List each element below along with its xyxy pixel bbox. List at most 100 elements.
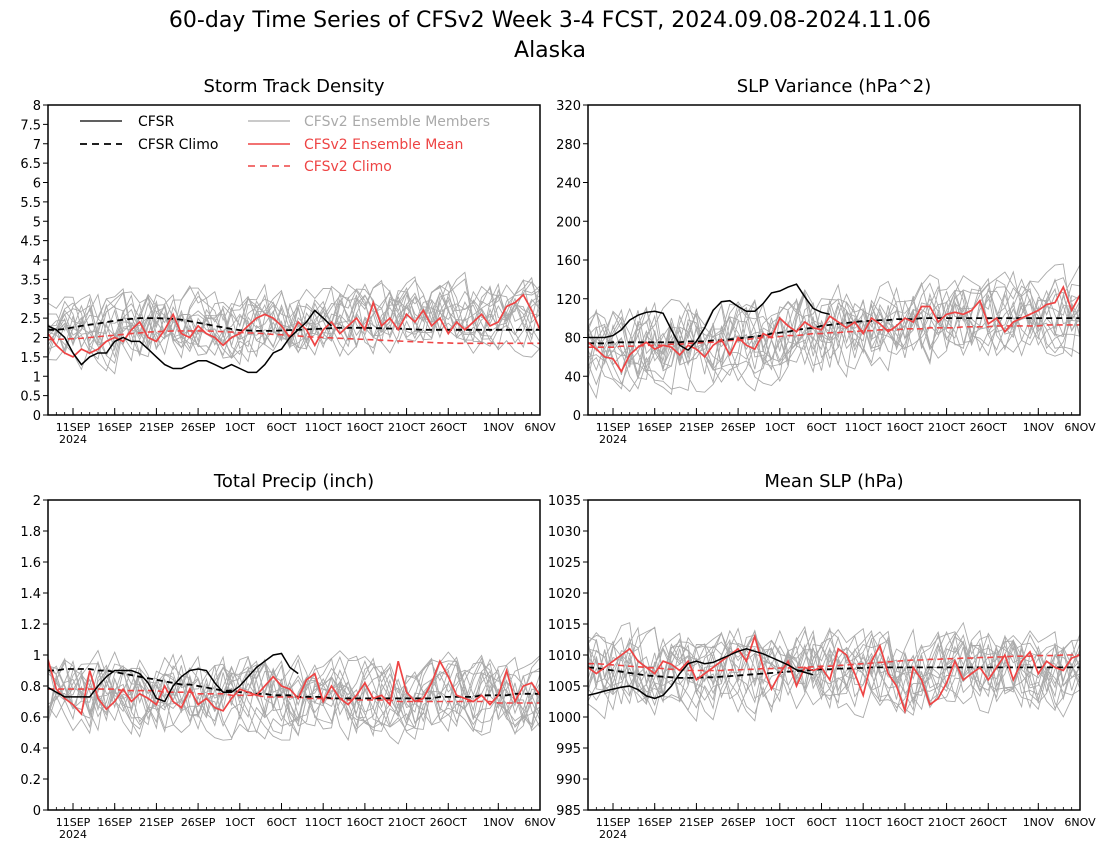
x-tick-label: 1NOV <box>483 421 515 434</box>
x-tick-label: 1OCT <box>225 816 255 829</box>
y-tick-label: 1010 <box>548 649 581 664</box>
y-tick-label: 1020 <box>548 587 581 602</box>
plot-area <box>588 263 1080 400</box>
y-tick-label: 40 <box>564 370 581 385</box>
ensemble-member-line <box>588 287 1080 382</box>
ensemble-member-line <box>48 281 540 348</box>
panels: Storm Track Density 0 0.5 1 1.5 2 2.5 3 3.5 4 4.5 5… <box>20 76 1096 841</box>
x-tick-label: 26SEP <box>721 421 756 434</box>
ensemble-member-line <box>588 263 1080 379</box>
x-tick-label: 11OCT <box>845 421 882 434</box>
y-tick-label: 1015 <box>548 618 581 633</box>
x-tick-label: 16OCT <box>886 421 923 434</box>
y-tick-label: 4 <box>33 254 41 269</box>
y-tick-label: 1000 <box>548 711 581 726</box>
figure-title: 60-day Time Series of CFSv2 Week 3-4 FCS… <box>169 8 931 33</box>
ensemble-member-line <box>588 625 1080 722</box>
ensemble-member-line <box>588 631 1080 709</box>
y-tick-label: 0.4 <box>20 742 41 757</box>
x-tick-label: 6NOV <box>1064 816 1096 829</box>
legend-cfsr-climo-label: CFSR Climo <box>138 137 218 153</box>
legend-members-label: CFSv2 Ensemble Members <box>304 114 490 130</box>
series-cfsr <box>48 652 299 703</box>
ensemble-member-line <box>48 655 540 741</box>
y-tick-label: 985 <box>556 804 581 819</box>
series-cfsv2-ensemble-mean <box>588 285 1080 374</box>
y-tick-label: 0 <box>573 409 581 424</box>
y-tick-label: 1.2 <box>20 618 41 633</box>
y-tick-label: 1.4 <box>20 587 41 602</box>
ensemble-member-line <box>48 659 540 737</box>
y-tick-label: 1005 <box>548 680 581 695</box>
y-tick-label: 0.2 <box>20 773 41 788</box>
ensemble-member-line <box>588 627 1080 718</box>
legend-cfsv2-climo-label: CFSv2 Climo <box>304 159 392 175</box>
x-tick-label: 1OCT <box>765 421 795 434</box>
plot-area <box>48 649 540 745</box>
x-tick-label: 26OCT <box>430 816 467 829</box>
plot-area <box>48 271 540 375</box>
x-tick-label: 1NOV <box>483 816 515 829</box>
y-tick-label: 1025 <box>548 556 581 571</box>
series-cfsr-climo <box>588 666 1080 679</box>
y-tick-label: 4.5 <box>20 235 41 250</box>
panel-title: Total Precip (inch) <box>213 471 374 492</box>
y-tick-label: 990 <box>556 773 581 788</box>
y-tick-label: 7 <box>33 138 41 153</box>
y-tick-label: 160 <box>556 254 581 269</box>
x-tick-label: 26SEP <box>181 816 216 829</box>
ensemble-member-line <box>588 629 1080 713</box>
x-tick-label: 26SEP <box>721 816 756 829</box>
panel-2: SLP Variance (hPa^2) 0 40 80 120 160 200 240 280… <box>556 76 1096 446</box>
x-year-label: 2024 <box>599 433 627 446</box>
y-tick-label: 0 <box>33 409 41 424</box>
legend-cfsr-label: CFSR <box>138 114 174 130</box>
x-tick-label: 26OCT <box>970 421 1007 434</box>
panel-3: Total Precip (inch) 0 0.2 0.4 0.6 0.8 1 1.2 1.4 1… <box>20 471 556 841</box>
x-tick-label: 1NOV <box>1023 816 1055 829</box>
y-tick-label: 1 <box>33 370 41 385</box>
ensemble-member-line <box>48 655 540 740</box>
x-tick-label: 6OCT <box>266 816 296 829</box>
x-tick-label: 21OCT <box>388 421 425 434</box>
x-tick-label: 6OCT <box>266 421 296 434</box>
ensemble-member-line <box>588 282 1080 396</box>
x-tick-label: 21OCT <box>388 816 425 829</box>
ensemble-member-line <box>588 287 1080 392</box>
x-year-label: 2024 <box>59 433 87 446</box>
y-tick-label: 0.8 <box>20 680 41 695</box>
series-cfsv2-climo <box>48 688 540 704</box>
x-tick-label: 16SEP <box>637 421 672 434</box>
x-tick-label: 16SEP <box>97 421 132 434</box>
panel-1: Storm Track Density 0 0.5 1 1.5 2 2.5 3 3.5 4 4.5 5… <box>20 76 556 446</box>
y-tick-label: 120 <box>556 293 581 308</box>
series-cfsr <box>588 283 830 352</box>
x-tick-label: 16OCT <box>346 421 383 434</box>
x-tick-label: 11OCT <box>305 816 342 829</box>
x-tick-label: 6NOV <box>524 816 556 829</box>
y-tick-label: 320 <box>556 99 581 114</box>
y-tick-label: 2 <box>33 494 41 509</box>
x-tick-label: 1OCT <box>765 816 795 829</box>
y-tick-label: 7.5 <box>20 118 41 133</box>
y-tick-label: 1 <box>33 649 41 664</box>
ensemble-member-line <box>48 276 540 359</box>
panel-title: SLP Variance (hPa^2) <box>737 76 932 97</box>
x-tick-label: 21SEP <box>139 816 174 829</box>
series-cfsr <box>588 648 814 700</box>
figure-subtitle: Alaska <box>514 38 586 63</box>
ensemble-member-line <box>588 628 1080 711</box>
series-cfsv2-climo <box>588 654 1080 672</box>
series-cfsr <box>48 309 333 374</box>
x-tick-label: 26OCT <box>430 421 467 434</box>
ensemble-member-line <box>588 634 1080 711</box>
legend: CFSR CFSR Climo CFSv2 Ensemble Members C… <box>80 114 490 175</box>
x-tick-label: 6OCT <box>806 816 836 829</box>
plot-frame <box>47 104 541 416</box>
ensemble-member-line <box>588 622 1080 712</box>
plot-frame <box>587 104 1081 416</box>
panel-title: Storm Track Density <box>203 76 384 97</box>
series-cfsr-climo <box>588 317 1080 345</box>
x-tick-label: 21OCT <box>928 421 965 434</box>
y-tick-label: 5.5 <box>20 196 41 211</box>
